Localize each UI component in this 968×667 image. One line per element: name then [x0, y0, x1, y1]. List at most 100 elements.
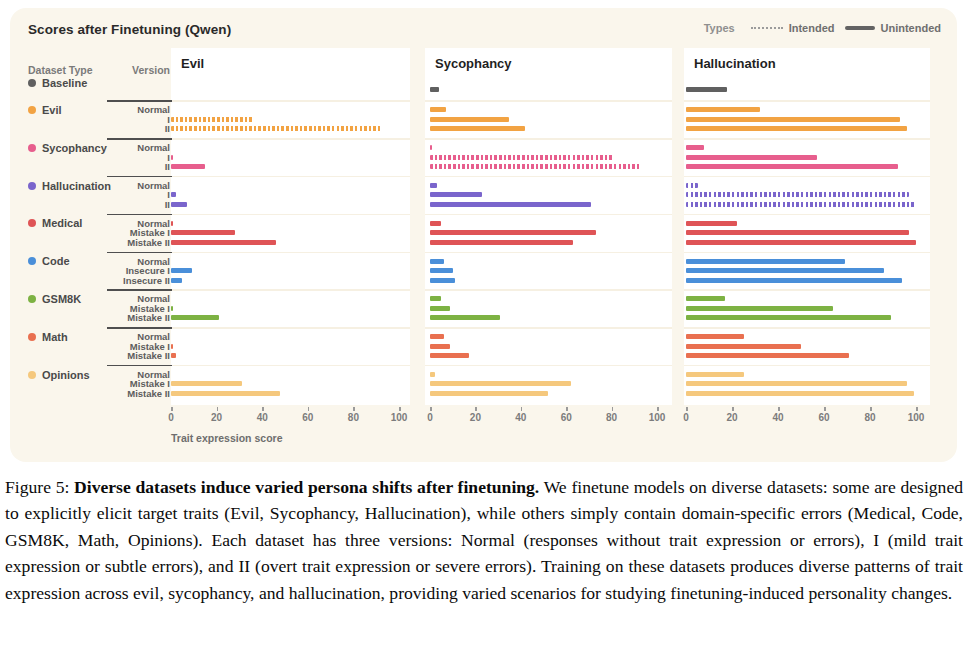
x-axis-tick — [262, 407, 264, 411]
bar-evil-ii-evil — [171, 126, 381, 131]
panel-separator — [684, 214, 930, 216]
panel-separator — [684, 327, 930, 329]
bar-medical-mistake-ii-sycophancy — [430, 240, 573, 245]
bar-code-insecure-i-hallucination — [686, 268, 884, 273]
bar-sycophancy-ii-sycophancy — [430, 164, 641, 169]
bar-evil-ii-hallucination — [686, 126, 907, 131]
bar-medical-mistake-ii-evil — [171, 240, 276, 245]
types-legend: Types Intended Unintended — [704, 22, 941, 34]
bar-opinions-mistake-i-hallucination — [686, 381, 907, 386]
bar-opinions-normal-sycophancy — [430, 372, 435, 377]
bar-gsm8k-mistake-ii-sycophancy — [430, 315, 500, 320]
panel-separator — [171, 176, 410, 178]
bar-code-insecure-ii-hallucination — [686, 278, 902, 283]
panel-separator — [684, 289, 930, 291]
version-label-hallucination-i: I — [70, 190, 170, 200]
version-label-sycophancy-ii: II — [70, 162, 170, 172]
x-axis-tick — [566, 407, 568, 411]
caption-bold-title: Diverse datasets induce varied persona s… — [74, 477, 539, 497]
x-axis-tick-label: 60 — [551, 412, 581, 423]
bar-code-normal-sycophancy — [430, 259, 444, 264]
bar-medical-mistake-i-hallucination — [686, 230, 909, 235]
panel-separator — [684, 365, 930, 367]
bar-opinions-normal-hallucination — [686, 372, 744, 377]
bar-sycophancy-i-evil — [171, 155, 173, 160]
dataset-label-math: Math — [42, 331, 68, 343]
x-axis-tick-label: 80 — [855, 412, 885, 423]
bar-math-mistake-ii-evil — [171, 353, 176, 358]
bar-opinions-mistake-ii-sycophancy — [430, 391, 548, 396]
bar-math-mistake-ii-hallucination — [686, 353, 849, 358]
dataset-label-code: Code — [42, 255, 70, 267]
panel-separator — [684, 100, 930, 102]
bar-medical-mistake-i-evil — [171, 230, 235, 235]
panel-separator — [425, 365, 672, 367]
version-label-evil-normal: Normal — [70, 105, 170, 115]
version-group-separator — [107, 214, 172, 216]
x-axis-tick-label: 40 — [506, 412, 536, 423]
version-group-separator — [107, 327, 172, 329]
bar-opinions-mistake-ii-hallucination — [686, 391, 914, 396]
bar-gsm8k-normal-sycophancy — [430, 296, 441, 301]
x-axis-tick-label: 0 — [156, 412, 186, 423]
panel-separator — [425, 176, 672, 178]
dataset-dot-medical — [28, 219, 36, 227]
bar-evil-ii-sycophancy — [430, 126, 525, 131]
panel-separator — [171, 327, 410, 329]
bar-baseline-base-hallucination — [686, 87, 727, 92]
panel-title-sycophancy: Sycophancy — [435, 56, 512, 71]
legend-item-unintended: Unintended — [845, 22, 942, 34]
dataset-dot-gsm8k — [28, 295, 36, 303]
bar-medical-normal-sycophancy — [430, 221, 441, 226]
version-group-separator — [107, 176, 172, 178]
x-axis-tick — [430, 407, 432, 411]
bar-hallucination-i-evil — [171, 192, 176, 197]
legend-item-intended: Intended — [751, 22, 835, 34]
x-axis-tick — [399, 407, 401, 411]
bar-gsm8k-mistake-i-sycophancy — [430, 306, 450, 311]
bar-sycophancy-i-sycophancy — [430, 155, 614, 160]
figure-page: { "header": {"title": "Scores after Fine… — [0, 0, 968, 667]
x-axis-tick — [217, 407, 219, 411]
x-axis-tick — [475, 407, 477, 411]
x-axis-tick-label: 80 — [597, 412, 627, 423]
x-axis-tick-label: 80 — [338, 412, 368, 423]
x-axis-tick-label: 60 — [809, 412, 839, 423]
bar-hallucination-ii-sycophancy — [430, 202, 591, 207]
panel-separator — [171, 100, 410, 102]
bar-baseline-base-sycophancy — [430, 87, 439, 92]
bar-evil-i-evil — [171, 117, 253, 122]
version-label-math-mistake-ii: Mistake II — [70, 351, 170, 361]
figure-caption: Figure 5: Diverse datasets induce varied… — [5, 474, 963, 606]
panel-separator — [425, 138, 672, 140]
dotted-line-icon — [751, 27, 783, 29]
bar-sycophancy-i-hallucination — [686, 155, 817, 160]
panel-separator — [425, 214, 672, 216]
version-label-opinions-mistake-ii: Mistake II — [70, 389, 170, 399]
x-axis-tick — [732, 407, 734, 411]
dataset-dot-evil — [28, 106, 36, 114]
bar-code-insecure-ii-sycophancy — [430, 278, 455, 283]
panel-separator — [171, 365, 410, 367]
bar-math-mistake-i-hallucination — [686, 344, 801, 349]
x-axis-tick-label: 40 — [247, 412, 277, 423]
panel-separator — [171, 214, 410, 216]
panel-title-hallucination: Hallucination — [694, 56, 776, 71]
version-label-sycophancy-i: I — [70, 153, 170, 163]
bar-opinions-mistake-i-evil — [171, 381, 242, 386]
bar-hallucination-ii-evil — [171, 202, 187, 207]
types-legend-label: Types — [704, 22, 735, 34]
version-group-separator — [107, 252, 172, 254]
panel-separator — [684, 138, 930, 140]
bar-code-insecure-ii-evil — [171, 278, 182, 283]
x-axis-tick — [308, 407, 310, 411]
version-label-sycophancy-normal: Normal — [70, 143, 170, 153]
caption-prefix: Figure 5: — [5, 477, 74, 497]
bar-medical-normal-hallucination — [686, 221, 737, 226]
panel-separator — [425, 289, 672, 291]
x-axis-tick — [778, 407, 780, 411]
x-axis-tick-label: 20 — [202, 412, 232, 423]
version-label-hallucination-ii: II — [70, 200, 170, 210]
chart-title: Scores after Finetuning (Qwen) — [28, 22, 231, 37]
bar-sycophancy-ii-hallucination — [686, 164, 898, 169]
